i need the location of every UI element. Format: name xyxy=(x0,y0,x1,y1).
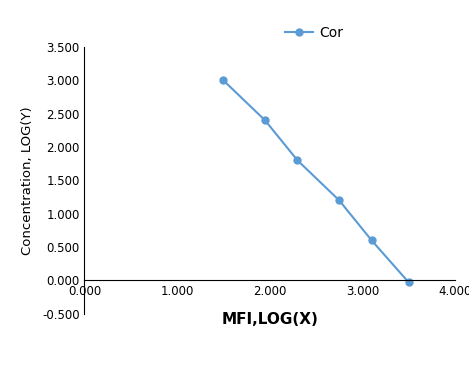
Legend: Cor: Cor xyxy=(280,22,348,44)
Line: Cor: Cor xyxy=(220,77,412,286)
Cor xyxy=(336,198,342,203)
Y-axis label: Concentration, LOG(Y): Concentration, LOG(Y) xyxy=(21,106,34,255)
Cor xyxy=(406,280,411,285)
Cor xyxy=(262,118,268,123)
X-axis label: MFI,LOG(X): MFI,LOG(X) xyxy=(221,312,318,327)
Cor xyxy=(295,158,300,163)
Cor xyxy=(369,238,374,243)
Cor xyxy=(220,78,226,83)
